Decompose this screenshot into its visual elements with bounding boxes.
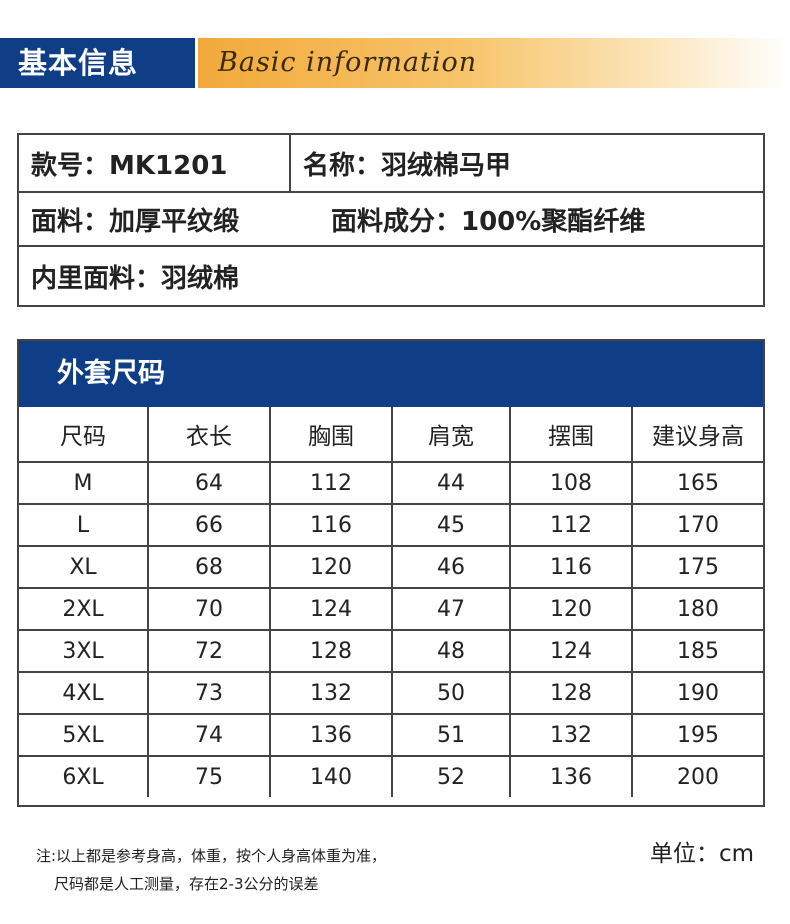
table-cell: 44 [391,461,511,505]
lining-fabric: 内里面料：羽绒棉 [31,263,240,294]
header-title-block [0,38,195,88]
table-cell: 74 [147,713,271,757]
col-header: 摆围 [509,407,633,463]
footnote-line-2: 尺码都是人工测量，存在2-3公分的误差 [54,875,319,893]
info-row-3: 内里面料：羽绒棉 [19,247,763,305]
fabric-composition: 面料成分：100%聚酯纤维 [331,206,646,237]
table-cell: 47 [391,587,511,631]
table-cell: 108 [509,461,633,505]
size-table-header: 外套尺码 [19,341,763,407]
table-cell: 165 [631,461,763,505]
col-header: 胸围 [269,407,393,463]
info-row-2: 面料：加厚平纹缎 面料成分：100%聚酯纤维 [19,193,763,247]
style-number: 款号：MK1201 [31,150,228,181]
table-cell: 4XL [19,671,149,715]
info-divider [289,135,291,193]
col-header: 建议身高 [631,407,763,463]
table-cell: 51 [391,713,511,757]
table-cell: 128 [509,671,633,715]
table-row: 6XL 75 140 52 136 200 [19,755,763,797]
table-cell: 3XL [19,629,149,673]
table-cell: 180 [631,587,763,631]
table-cell: 124 [269,587,393,631]
header-title: 基本信息 [18,46,139,80]
table-cell: M [19,461,149,505]
table-cell: 132 [269,671,393,715]
table-cell: 120 [269,545,393,589]
table-row: 2XL 70 124 47 120 180 [19,587,763,631]
table-cell: 66 [147,503,271,547]
table-cell: 45 [391,503,511,547]
table-cell: 72 [147,629,271,673]
col-header: 尺码 [19,407,149,463]
table-cell: 195 [631,713,763,757]
table-row: XL 68 120 46 116 175 [19,545,763,589]
table-row: 5XL 74 136 51 132 195 [19,713,763,757]
table-cell: 112 [509,503,633,547]
table-cell: 175 [631,545,763,589]
table-cell: 6XL [19,755,149,797]
table-cell: 124 [509,629,633,673]
table-cell: 136 [269,713,393,757]
info-row-1: 款号：MK1201 名称：羽绒棉马甲 [19,135,763,193]
fabric: 面料：加厚平纹缎 [31,206,240,237]
table-cell: XL [19,545,149,589]
table-cell: 46 [391,545,511,589]
basic-info-box: 款号：MK1201 名称：羽绒棉马甲 面料：加厚平纹缎 面料成分：100%聚酯纤… [17,133,765,307]
table-cell: 52 [391,755,511,797]
table-cell: 140 [269,755,393,797]
table-cell: 185 [631,629,763,673]
col-header: 衣长 [147,407,271,463]
product-name: 名称：羽绒棉马甲 [303,150,512,181]
table-cell: 170 [631,503,763,547]
table-cell: 75 [147,755,271,797]
table-cell: 136 [509,755,633,797]
table-cell: 70 [147,587,271,631]
unit-label: 单位：cm [650,841,755,867]
table-row: 4XL 73 132 50 128 190 [19,671,763,715]
table-cell: 48 [391,629,511,673]
section-header: 基本信息 Basic information [0,38,790,88]
table-cell: 73 [147,671,271,715]
table-cell: 116 [509,545,633,589]
table-cell: 2XL [19,587,149,631]
col-header: 肩宽 [391,407,511,463]
table-cell: 116 [269,503,393,547]
header-script-text: Basic information [218,47,478,78]
table-row: L 66 116 45 112 170 [19,503,763,547]
table-cell: 120 [509,587,633,631]
size-grid: 尺码 衣长 胸围 肩宽 摆围 建议身高 M 64 112 44 108 165 … [19,407,763,797]
table-cell: 190 [631,671,763,715]
table-cell: 5XL [19,713,149,757]
size-header-row: 尺码 衣长 胸围 肩宽 摆围 建议身高 [19,407,763,463]
table-cell: 132 [509,713,633,757]
table-cell: L [19,503,149,547]
table-cell: 68 [147,545,271,589]
table-row: M 64 112 44 108 165 [19,461,763,505]
table-cell: 50 [391,671,511,715]
table-cell: 64 [147,461,271,505]
table-cell: 128 [269,629,393,673]
footnote-line-1: 注:以上都是参考身高，体重，按个人身高体重为准， [36,847,387,865]
table-cell: 112 [269,461,393,505]
size-table: 外套尺码 尺码 衣长 胸围 肩宽 摆围 建议身高 M 64 112 44 108… [17,339,765,807]
table-cell: 200 [631,755,763,797]
size-table-title: 外套尺码 [57,358,165,389]
table-row: 3XL 72 128 48 124 185 [19,629,763,673]
header-gradient-bar [198,38,790,88]
